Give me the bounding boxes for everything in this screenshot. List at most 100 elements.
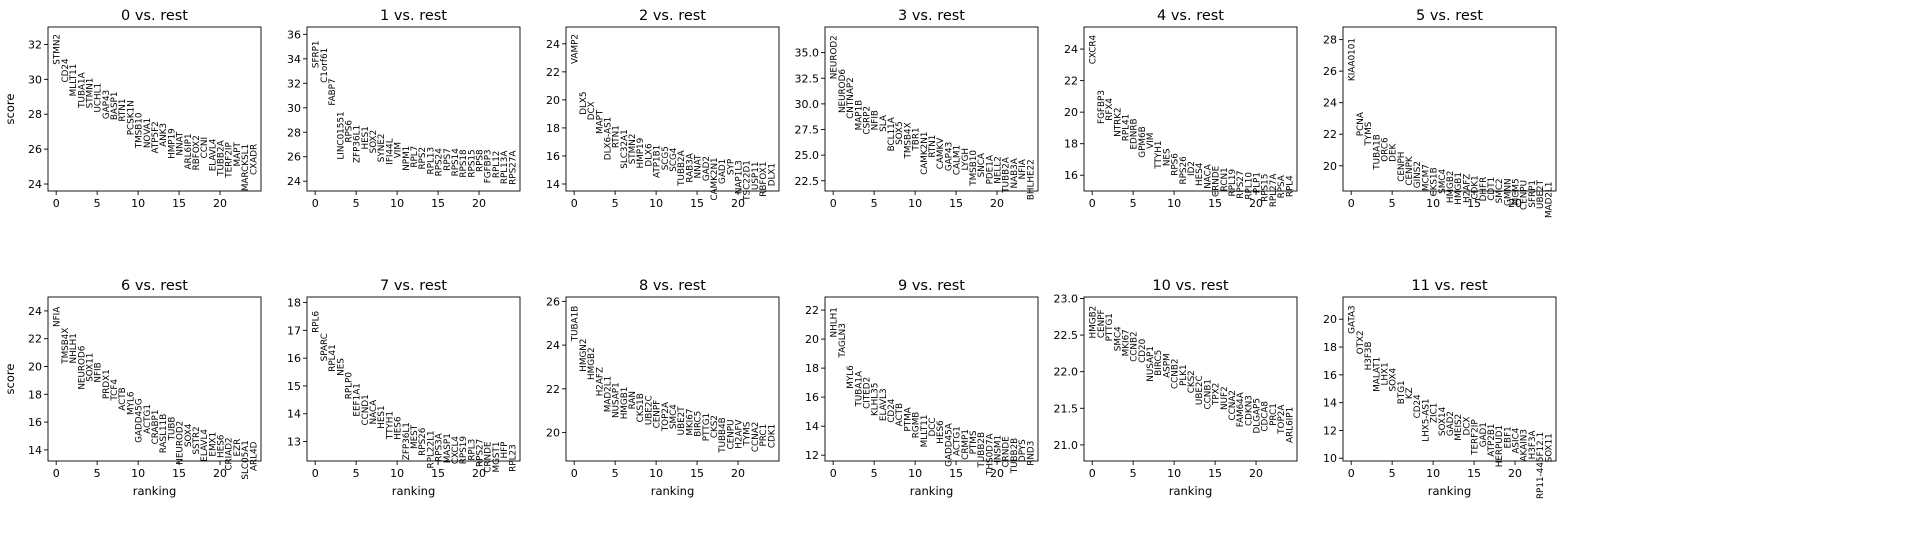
gene-label: GAP43	[102, 90, 112, 119]
x-tick-label: 0	[53, 467, 60, 480]
gene-label: PRC1	[759, 424, 769, 447]
gene-label: SCG5	[661, 146, 671, 170]
gene-label: ZFP36L1	[353, 125, 363, 163]
gene-label: DLX5	[579, 91, 589, 114]
x-tick-label: 20	[213, 467, 227, 480]
y-tick-label: 14	[805, 420, 819, 433]
axes-frame	[306, 26, 521, 192]
y-tick-label: 20	[28, 360, 42, 373]
gene-label: MLLT11	[920, 415, 930, 448]
gene-label: HES1	[377, 405, 387, 428]
gene-label: RFX4	[1105, 98, 1115, 121]
x-tick-label: 15	[949, 197, 963, 210]
y-tick-label: 18	[28, 388, 42, 401]
gene-label: CITED2	[862, 377, 872, 409]
x-tick-label: 20	[731, 197, 745, 210]
gene-label: GAD1	[1479, 422, 1489, 447]
gene-label: GAD1	[718, 159, 728, 184]
gene-label: CAMKV	[936, 138, 946, 170]
x-tick-label: 5	[612, 467, 619, 480]
x-tick-label: 10	[908, 467, 922, 480]
gene-label: PRDX1	[102, 369, 112, 399]
gene-label: PTMS	[969, 430, 979, 454]
gene-label: ACTB	[118, 387, 128, 410]
gene-label: CDT1	[1487, 177, 1497, 201]
x-tick-label: 20	[213, 197, 227, 210]
x-axis-label: ranking	[651, 484, 695, 498]
y-tick-label: 22	[28, 333, 42, 346]
gene-label: CXCL4	[451, 436, 461, 465]
y-tick-label: 15	[287, 380, 301, 393]
gene-label: NHLH1	[830, 307, 840, 337]
gene-label: ARL6IP1	[184, 133, 194, 169]
gene-label: RPL19	[1228, 169, 1238, 197]
x-tick-label: 10	[908, 197, 922, 210]
gene-label: NTRK2	[1113, 107, 1123, 136]
gene-label: UCHL1	[94, 83, 104, 113]
gene-label: TAGLN3	[838, 323, 848, 358]
gene-label: UBE2C	[644, 395, 654, 425]
gene-label: MARCKSL1	[241, 144, 251, 191]
gene-label: CKS2	[710, 415, 720, 438]
gene-label: MKI67	[1121, 329, 1131, 356]
gene-label: CKS1B	[636, 393, 646, 422]
gene-label: HERPUD1	[1495, 425, 1505, 467]
gene-label: ID2	[1187, 161, 1197, 176]
gene-label: CDK1	[767, 424, 777, 448]
subplot-11: 11 vs. rest 0 5 10 15 20 10 12 14 16 18 20 ranking GA…	[1323, 278, 1557, 499]
subplot-title: 2 vs. rest	[639, 8, 706, 24]
gene-label: SOX2	[369, 130, 379, 154]
subplot-title: 7 vs. rest	[380, 278, 447, 294]
gene-label: PLK1	[1179, 364, 1189, 386]
gene-label: SMC4	[669, 404, 679, 429]
gene-label: TSC22D1	[743, 160, 753, 202]
gene-label: ARL6IP1	[1285, 407, 1295, 443]
gene-label: SYP	[726, 159, 736, 175]
gene-label: RPS19	[459, 436, 469, 464]
axes-frame	[1083, 296, 1298, 462]
gene-label: DCC	[928, 417, 938, 436]
gene-label: CD24	[61, 58, 71, 83]
gene-label: DCX	[1462, 417, 1472, 436]
gene-label: DEK	[1389, 143, 1399, 161]
gene-label: CDCA8	[1261, 401, 1271, 432]
gene-label: CRABP1	[151, 410, 161, 445]
gene-label: EBF1	[1503, 426, 1513, 448]
gene-label: HMP19	[636, 138, 646, 169]
gene-label: C1orf61	[320, 48, 330, 83]
gene-label: RPL22L1	[426, 430, 436, 468]
x-tick-label: 5	[871, 467, 878, 480]
x-tick-label: 5	[1389, 467, 1396, 480]
gene-label: RPL7	[410, 146, 420, 168]
gene-label: ELAVL4	[200, 429, 210, 462]
gene-label: DLX1	[767, 163, 777, 186]
gene-label: CKS2	[1187, 370, 1197, 393]
y-tick-label: 20	[546, 94, 560, 107]
gene-label: OTX2	[1356, 330, 1366, 354]
gene-label: CRNDE	[484, 442, 494, 473]
x-tick-label: 10	[390, 197, 404, 210]
gene-label: RPS27A	[508, 151, 518, 185]
y-tick-label: 16	[1323, 369, 1337, 382]
gene-label: NUSAP1	[612, 382, 622, 418]
y-tick-label: 22	[805, 304, 819, 317]
gene-label: PTTG1	[702, 413, 712, 441]
gene-label: H2AFZ	[1462, 174, 1472, 203]
axes-frame	[824, 296, 1039, 462]
x-tick-label: 5	[1130, 197, 1137, 210]
subplot-title: 0 vs. rest	[121, 8, 188, 24]
gene-label: TUBA1B	[1372, 134, 1382, 171]
y-tick-label: 24	[1323, 97, 1337, 110]
gene-label: TTYH1	[1154, 141, 1164, 170]
gene-label: GADD45G	[135, 398, 145, 443]
gene-label: CALM1	[953, 145, 963, 175]
gene-label: RAB3A	[685, 153, 695, 182]
y-tick-label: 14	[1323, 397, 1337, 410]
x-axis-label: ranking	[133, 484, 177, 498]
gene-label: CCNB2	[1171, 359, 1181, 390]
gene-label: ZFP36L1	[402, 422, 412, 460]
gene-label: SOX4	[184, 423, 194, 447]
gene-label: RPS27	[476, 439, 486, 467]
gene-label: H3F3A	[1528, 430, 1538, 459]
gene-label: ACTB	[895, 403, 905, 426]
